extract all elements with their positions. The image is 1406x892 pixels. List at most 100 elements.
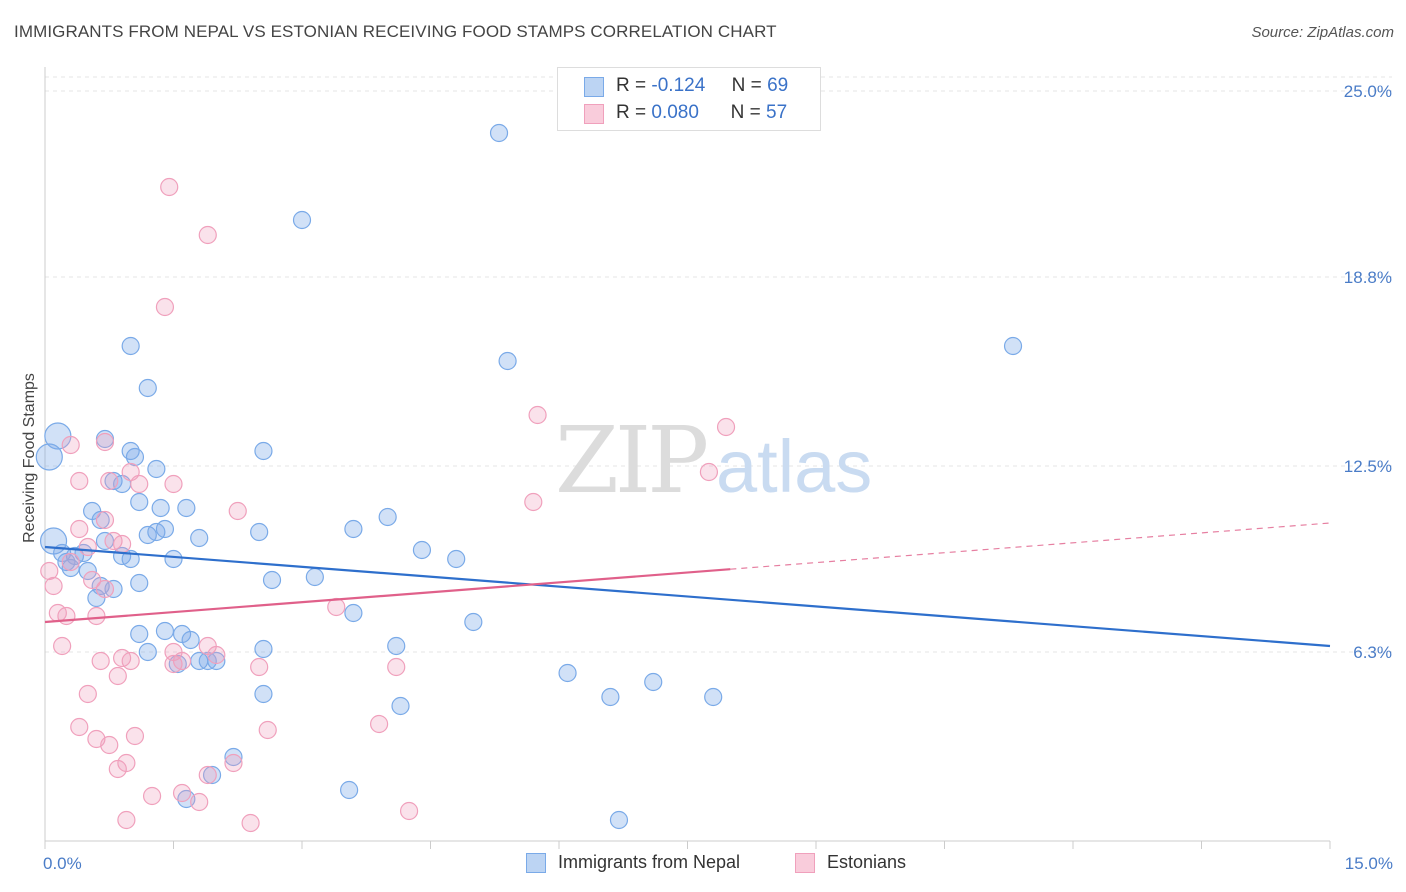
point-nepal	[262, 570, 282, 590]
y-tick-label: 25.0%	[1344, 82, 1392, 101]
bottom-legend-label-nepal: Immigrants from Nepal	[558, 852, 741, 872]
y-tick-label: 12.5%	[1344, 457, 1392, 476]
legend-n-label: N =	[731, 75, 762, 96]
point-estonians	[100, 735, 119, 755]
point-nepal	[130, 624, 149, 644]
point-estonians	[70, 471, 89, 491]
point-estonians	[387, 657, 406, 677]
point-estonians	[61, 552, 80, 572]
point-estonians	[57, 606, 76, 626]
point-estonians	[258, 720, 277, 740]
legend-r-value-estonians: 0.080	[651, 102, 699, 123]
legend-r-label: R =	[616, 75, 647, 96]
point-nepal	[138, 378, 157, 398]
chart-source: Source: ZipAtlas.com	[1251, 24, 1394, 41]
tick-labels: 6.3% 12.5% 18.8% 25.0% 0.0% 15.0%	[43, 82, 1393, 873]
point-estonians	[78, 684, 97, 704]
point-nepal	[130, 573, 149, 593]
point-estonians	[117, 810, 136, 830]
point-nepal	[601, 687, 620, 707]
point-nepal	[558, 663, 577, 683]
point-estonians	[95, 510, 115, 530]
point-nepal	[391, 696, 410, 716]
point-estonians	[716, 417, 736, 437]
chart-title: IMMIGRANTS FROM NEPAL VS ESTONIAN RECEIV…	[14, 22, 777, 41]
point-nepal	[181, 630, 200, 650]
point-nepal	[254, 441, 273, 461]
point-estonians	[61, 435, 80, 455]
point-nepal	[344, 603, 363, 623]
point-estonians	[370, 714, 389, 734]
point-nepal	[412, 540, 432, 560]
point-nepal	[254, 684, 273, 704]
point-estonians	[250, 657, 269, 677]
point-nepal	[498, 351, 517, 371]
legend-n-label: N =	[730, 102, 761, 123]
point-estonians	[524, 492, 543, 512]
point-nepal	[644, 672, 663, 692]
point-nepal	[340, 780, 359, 800]
point-nepal	[83, 501, 102, 521]
point-estonians	[112, 534, 132, 554]
point-nepal	[464, 612, 483, 632]
point-estonians	[100, 471, 119, 491]
point-estonians	[91, 651, 110, 671]
point-nepal	[78, 561, 97, 581]
point-nepal	[224, 747, 243, 767]
point-nepal	[138, 642, 157, 662]
point-nepal	[155, 519, 175, 539]
point-nepal	[609, 810, 629, 830]
legend-n-value-nepal: 69	[767, 75, 789, 96]
point-estonians	[44, 576, 63, 596]
point-nepal	[177, 498, 196, 518]
stats-legend: R = -0.124 N = 69 R = 0.080 N = 57	[557, 67, 821, 131]
point-estonians	[198, 765, 217, 785]
watermark: ZIP atlas	[555, 407, 872, 514]
x-tick-label-max: 15.0%	[1345, 854, 1393, 873]
point-nepal	[121, 336, 140, 356]
point-estonians	[224, 753, 243, 773]
point-estonians	[399, 801, 419, 821]
point-estonians	[108, 666, 127, 686]
y-tick-label: 6.3%	[1353, 643, 1392, 662]
point-nepal	[207, 651, 226, 671]
trend-line-estonians	[44, 568, 731, 624]
point-estonians	[40, 561, 59, 581]
point-estonians	[130, 474, 149, 494]
y-tick-label: 18.8%	[1344, 268, 1392, 287]
point-estonians	[160, 177, 179, 197]
point-nepal	[292, 210, 312, 230]
axes	[44, 67, 1331, 849]
point-estonians	[155, 297, 175, 317]
point-nepal	[155, 621, 175, 641]
data-points	[35, 123, 1023, 833]
point-estonians	[142, 786, 162, 806]
point-estonians	[117, 753, 136, 773]
point-nepal	[35, 443, 63, 471]
bottom-legend-label-estonians: Estonians	[827, 852, 907, 872]
point-nepal	[190, 528, 209, 548]
legend-n-value-estonians: 57	[766, 102, 788, 123]
point-nepal	[387, 636, 406, 656]
point-estonians	[70, 519, 89, 539]
point-estonians	[699, 462, 719, 482]
trend-lines	[44, 522, 1331, 648]
x-tick-label-min: 0.0%	[43, 854, 82, 873]
point-nepal	[305, 567, 324, 587]
bottom-legend-swatch-nepal	[526, 853, 546, 873]
point-nepal	[125, 447, 145, 467]
point-estonians	[190, 792, 209, 812]
point-nepal	[1003, 336, 1023, 356]
point-nepal	[151, 498, 170, 518]
grid-lines	[45, 76, 1392, 653]
point-estonians	[164, 474, 183, 494]
point-estonians	[83, 570, 102, 590]
point-estonians	[95, 432, 115, 452]
point-estonians	[70, 717, 89, 737]
point-estonians	[87, 606, 106, 626]
point-estonians	[95, 579, 115, 599]
point-estonians	[125, 726, 145, 746]
point-estonians	[207, 645, 226, 665]
trend-line-estonians-dashed	[730, 522, 1331, 570]
